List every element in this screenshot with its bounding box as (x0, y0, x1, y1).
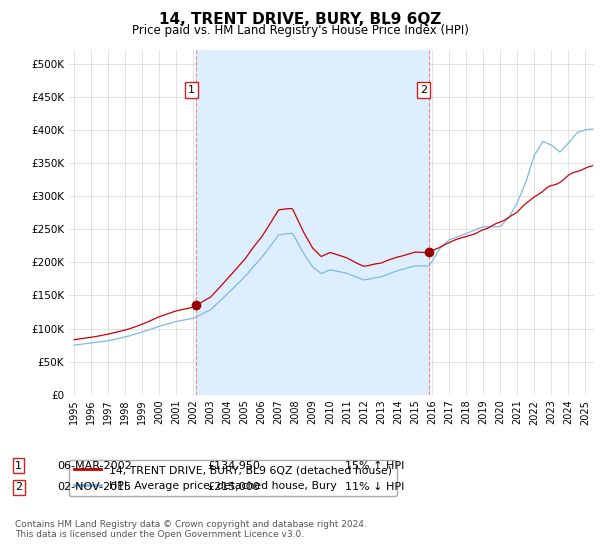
Text: 1: 1 (188, 85, 195, 95)
Text: 02-NOV-2015: 02-NOV-2015 (57, 482, 131, 492)
Text: £134,950: £134,950 (207, 461, 260, 471)
Text: Price paid vs. HM Land Registry's House Price Index (HPI): Price paid vs. HM Land Registry's House … (131, 24, 469, 37)
Text: 15% ↑ HPI: 15% ↑ HPI (345, 461, 404, 471)
Text: 2: 2 (420, 85, 427, 95)
Text: 1: 1 (15, 461, 22, 471)
Bar (196, 50, 429, 395)
Text: 11% ↓ HPI: 11% ↓ HPI (345, 482, 404, 492)
Text: 14, TRENT DRIVE, BURY, BL9 6QZ: 14, TRENT DRIVE, BURY, BL9 6QZ (159, 12, 441, 27)
Text: £215,000: £215,000 (207, 482, 260, 492)
Legend: 14, TRENT DRIVE, BURY, BL9 6QZ (detached house), HPI: Average price, detached ho: 14, TRENT DRIVE, BURY, BL9 6QZ (detached… (69, 460, 397, 496)
Text: 2: 2 (15, 482, 22, 492)
Text: 06-MAR-2002: 06-MAR-2002 (57, 461, 132, 471)
Text: Contains HM Land Registry data © Crown copyright and database right 2024.
This d: Contains HM Land Registry data © Crown c… (15, 520, 367, 539)
